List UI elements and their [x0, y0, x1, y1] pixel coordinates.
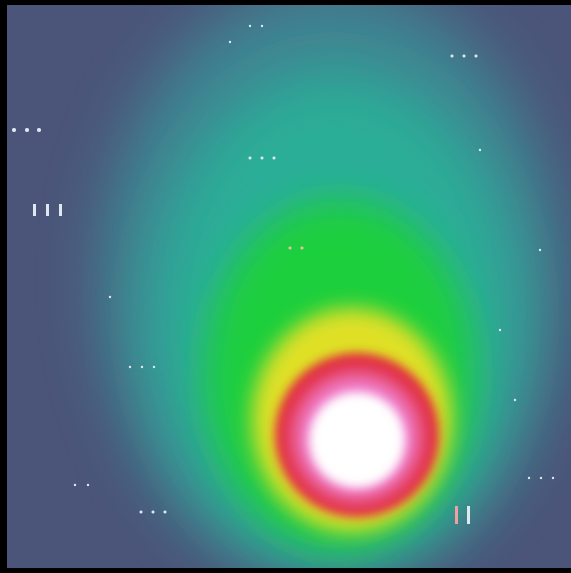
star — [261, 157, 264, 160]
star — [540, 477, 542, 479]
star — [539, 249, 541, 251]
star — [74, 484, 76, 486]
star — [153, 366, 155, 368]
star — [37, 128, 41, 132]
star — [12, 128, 16, 132]
star — [455, 506, 458, 524]
star — [273, 157, 276, 160]
star — [475, 55, 478, 58]
star — [46, 204, 49, 216]
comet-image — [0, 0, 571, 573]
star — [109, 296, 111, 298]
page — [0, 0, 571, 573]
star — [229, 41, 231, 43]
star — [463, 55, 466, 58]
star — [152, 511, 155, 514]
star — [59, 204, 62, 216]
star — [87, 484, 89, 486]
star — [249, 25, 251, 27]
star — [301, 247, 304, 250]
star — [129, 366, 131, 368]
star — [249, 157, 252, 160]
nucleus — [309, 392, 405, 488]
star — [514, 399, 516, 401]
star — [164, 511, 167, 514]
star — [528, 477, 530, 479]
star — [499, 329, 501, 331]
star — [141, 366, 143, 368]
star — [451, 55, 454, 58]
star — [467, 506, 470, 524]
star — [261, 25, 263, 27]
sky — [7, 0, 571, 573]
star — [25, 128, 29, 132]
star — [479, 149, 481, 151]
star — [552, 477, 554, 479]
star — [33, 204, 36, 216]
star — [140, 511, 143, 514]
star — [289, 247, 292, 250]
